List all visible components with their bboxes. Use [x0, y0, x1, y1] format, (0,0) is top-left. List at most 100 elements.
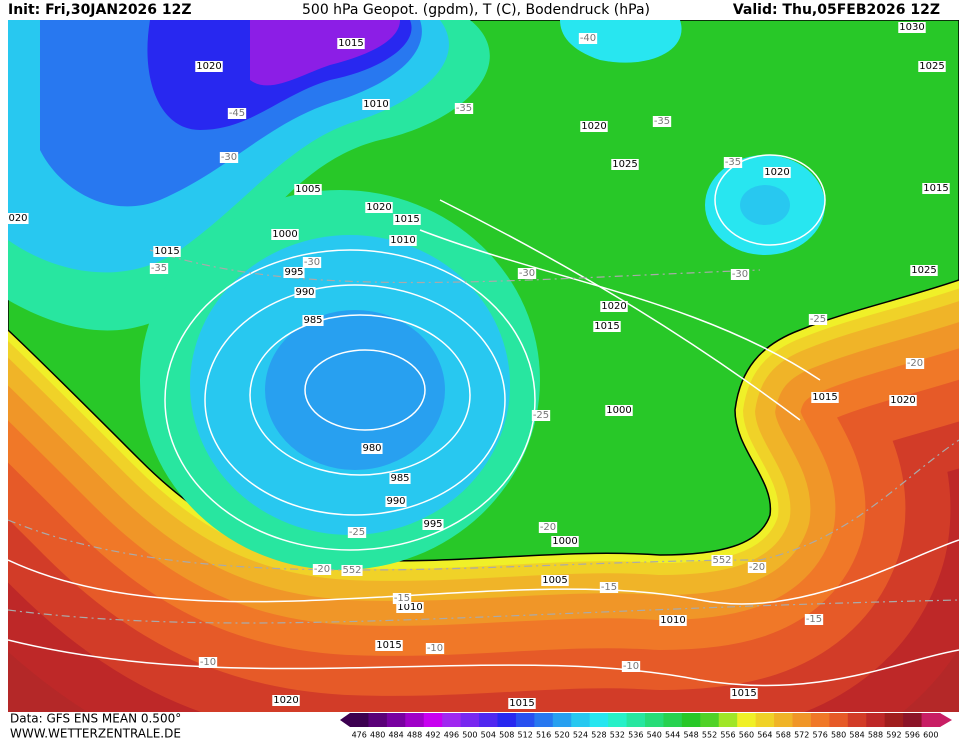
colorbar-label: 580 — [831, 731, 846, 740]
isobar-label: 1015 — [338, 38, 363, 49]
isobar-label-box — [361, 443, 383, 454]
isobar-label: 1030 — [899, 22, 924, 33]
colorbar-cell — [810, 713, 830, 727]
colorbar-cell — [350, 713, 369, 727]
isobar-label: 1010 — [397, 602, 422, 613]
isobar-label: 1020 — [581, 121, 606, 132]
temperature-label: -35 — [456, 103, 472, 114]
isobar-label: 1015 — [376, 640, 401, 651]
isobar-label: 1000 — [552, 536, 577, 547]
colorbar-cell — [479, 713, 498, 727]
isobars — [8, 154, 959, 687]
isobar-label: 1000 — [272, 229, 297, 240]
isobar-label: 1010 — [363, 99, 388, 110]
temperature-label: -20 — [314, 564, 330, 575]
temperature-label: -25 — [349, 527, 365, 538]
temperature-label: -30 — [732, 269, 748, 280]
temperature-label-box — [347, 527, 367, 538]
isobar-label-box — [365, 202, 393, 213]
colorbar-label: 488 — [407, 731, 422, 740]
colorbar-label: 516 — [536, 731, 551, 740]
colorbar-cell — [368, 713, 388, 727]
isobar-label-box — [811, 392, 839, 403]
colorbar-cell — [700, 713, 720, 727]
isobar-label: 990 — [386, 496, 405, 507]
colorbar-label: 572 — [794, 731, 809, 740]
colorbar-label: 576 — [813, 731, 828, 740]
temperature-label-box — [312, 564, 332, 575]
isobar-label-box — [600, 301, 628, 312]
isobar-label: 1015 — [923, 183, 948, 194]
temperature-label: -20 — [540, 522, 556, 533]
colorbar-cell — [442, 713, 462, 727]
temperature-label-box — [711, 555, 733, 566]
isobar-label: 1005 — [295, 184, 320, 195]
temperature-label-box — [392, 593, 412, 604]
temperature-label: -25 — [533, 410, 549, 421]
isobar-label: 995 — [423, 519, 442, 530]
colorbar-label: 500 — [462, 731, 477, 740]
colorbar-cell — [589, 713, 609, 727]
purple-zone — [250, 20, 400, 86]
colorbar-cell — [460, 713, 480, 727]
isobar-label: 1005 — [542, 575, 567, 586]
colorbar-cell — [608, 713, 628, 727]
isobar-label-box — [385, 496, 407, 507]
isobar-label-box — [195, 61, 223, 72]
isobar-label-box — [611, 159, 639, 170]
colorbar-label: 596 — [905, 731, 920, 740]
isobar-label-box — [272, 695, 300, 706]
isobar-label-box — [337, 38, 365, 49]
colorbar-cell — [626, 713, 646, 727]
isobar-label-box — [593, 321, 621, 332]
temperature-label-box — [302, 257, 322, 268]
isobar-label: 1020 — [890, 395, 915, 406]
temperature-label: 552 — [712, 555, 731, 566]
isobar-label: 1010 — [660, 615, 685, 626]
isobar-label-box — [659, 615, 687, 626]
colorbar-cell — [737, 713, 757, 727]
isobar-label-box — [153, 246, 181, 257]
colorbar-cell — [497, 713, 517, 727]
isobar-label-box — [271, 229, 299, 240]
colorbar-cell — [829, 713, 849, 727]
isobar-label: 1025 — [612, 159, 637, 170]
isobar-label-box — [910, 265, 938, 276]
colorbar-cell — [571, 713, 591, 727]
colorbar-label: 528 — [591, 731, 606, 740]
colorbar-label: 584 — [849, 731, 864, 740]
colorbar-cell — [866, 713, 886, 727]
temperature-label-box — [219, 152, 239, 163]
isobar-label-box — [889, 395, 917, 406]
temperature-label-box — [599, 582, 619, 593]
isobar-label-box — [508, 698, 536, 709]
site: WWW.WETTERZENTRALE.DE — [10, 727, 181, 741]
temperature-label: -35 — [151, 263, 167, 274]
temperature-label-box — [227, 108, 247, 119]
temperature-label: -15 — [601, 582, 617, 593]
colorbar-label: 492 — [425, 731, 440, 740]
isobar-label: 1020 — [366, 202, 391, 213]
isobar-label-box — [898, 22, 926, 33]
isobar-label: 1020 — [196, 61, 221, 72]
colorbar-label: 560 — [739, 731, 754, 740]
init-text: Init: Fri,30JAN2026 12Z — [8, 2, 192, 18]
isobar-label-box — [283, 267, 305, 278]
temperature-label: -30 — [304, 257, 320, 268]
colorbar-cell — [903, 713, 923, 727]
isobar-label: 1015 — [812, 392, 837, 403]
isobar-label-box — [389, 473, 411, 484]
colorbar-label: 532 — [610, 731, 625, 740]
colorbar-label: 548 — [683, 731, 698, 740]
isobar-label-box — [922, 183, 950, 194]
isobar-label-box — [730, 688, 758, 699]
temperature-label: -20 — [749, 562, 765, 573]
isobar-label: 1015 — [731, 688, 756, 699]
colorbar: 476 480 484 488 492 496 500 504 508 512 516 520 524 5… — [340, 713, 952, 740]
isobar-label-box — [422, 519, 444, 530]
colorbar-cell — [515, 713, 535, 727]
isobar-label-box — [294, 184, 322, 195]
temperature-label-box — [578, 33, 598, 44]
colorbar-label: 504 — [481, 731, 496, 740]
